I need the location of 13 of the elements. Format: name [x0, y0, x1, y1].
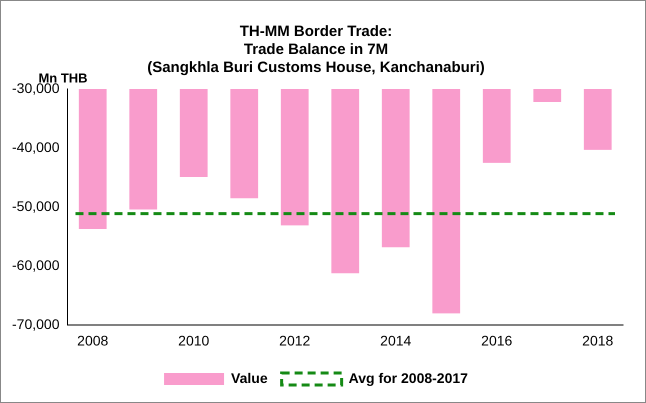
legend-label: Avg for 2008-2017 — [348, 370, 468, 386]
x-tick-label: 2014 — [380, 332, 412, 348]
y-tick-label: -50,000 — [12, 198, 60, 214]
x-tick-label: 2016 — [481, 332, 513, 348]
chart-title: TH-MM Border Trade: Trade Balance in 7M (Sangkhla Buri Customs House, Kanchanaburi) — [147, 23, 485, 76]
legend-label: Value — [231, 370, 268, 386]
x-tick-label: 2018 — [582, 332, 614, 348]
y-tick-label: -60,000 — [12, 257, 60, 274]
y-tick-label: -70,000 — [12, 316, 60, 332]
x-tick-label: 2012 — [279, 332, 311, 348]
y-tick-label: -40,000 — [12, 138, 60, 155]
x-tick-label: 2010 — [178, 332, 210, 348]
x-tick-label: 2008 — [77, 332, 109, 348]
